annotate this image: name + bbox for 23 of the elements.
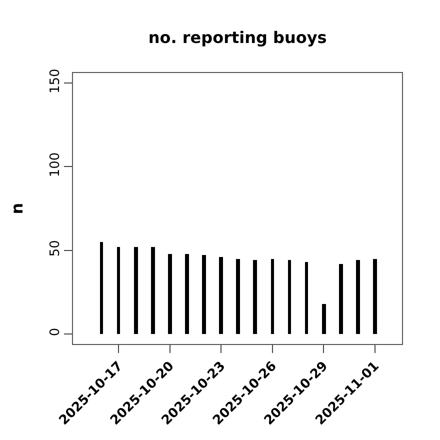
y-axis-title: n [8,202,27,214]
bar [100,242,103,334]
bar [219,257,223,334]
bar [236,259,240,334]
bar [253,260,257,334]
bar [202,255,206,334]
y-tick-label: 50 [48,240,63,257]
y-tick-label: 0 [48,328,63,336]
bar [356,260,360,334]
bar [117,247,120,334]
bar [168,254,172,334]
bar [151,247,155,334]
bar [271,259,274,334]
bar [322,304,326,334]
bar [339,264,343,334]
y-tick-label: 100 [48,152,63,178]
chart-title: no. reporting buoys [148,28,327,47]
bar [305,262,308,334]
bar [288,260,291,334]
bar [185,254,189,334]
y-tick-label: 150 [48,68,63,94]
bar [373,259,377,334]
bar [134,247,138,334]
